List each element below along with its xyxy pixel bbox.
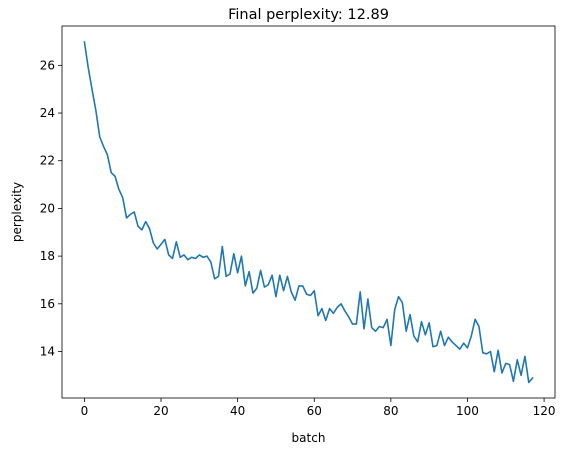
chart-title: Final perplexity: 12.89 bbox=[228, 7, 389, 23]
y-axis-label: perplexity bbox=[10, 182, 24, 242]
x-axis: 0 20 40 60 80 100 120 bbox=[81, 398, 556, 418]
x-tick-label: 80 bbox=[383, 404, 398, 418]
x-tick-label: 120 bbox=[533, 404, 556, 418]
x-axis-label: batch bbox=[292, 431, 326, 445]
y-tick-label: 16 bbox=[40, 297, 55, 311]
y-tick-label: 18 bbox=[40, 249, 55, 263]
x-tick-label: 20 bbox=[153, 404, 168, 418]
x-tick-label: 100 bbox=[456, 404, 479, 418]
y-tick-label: 26 bbox=[40, 58, 55, 72]
y-tick-label: 14 bbox=[40, 345, 55, 359]
x-tick-label: 0 bbox=[81, 404, 89, 418]
y-tick-label: 24 bbox=[40, 106, 55, 120]
x-tick-label: 60 bbox=[307, 404, 322, 418]
x-tick-label: 40 bbox=[230, 404, 245, 418]
y-axis: 14 16 18 20 22 24 26 bbox=[40, 58, 62, 359]
y-tick-label: 22 bbox=[40, 154, 55, 168]
perplexity-series-line bbox=[83, 41, 534, 384]
y-tick-label: 20 bbox=[40, 201, 55, 215]
plot-area bbox=[61, 25, 556, 399]
